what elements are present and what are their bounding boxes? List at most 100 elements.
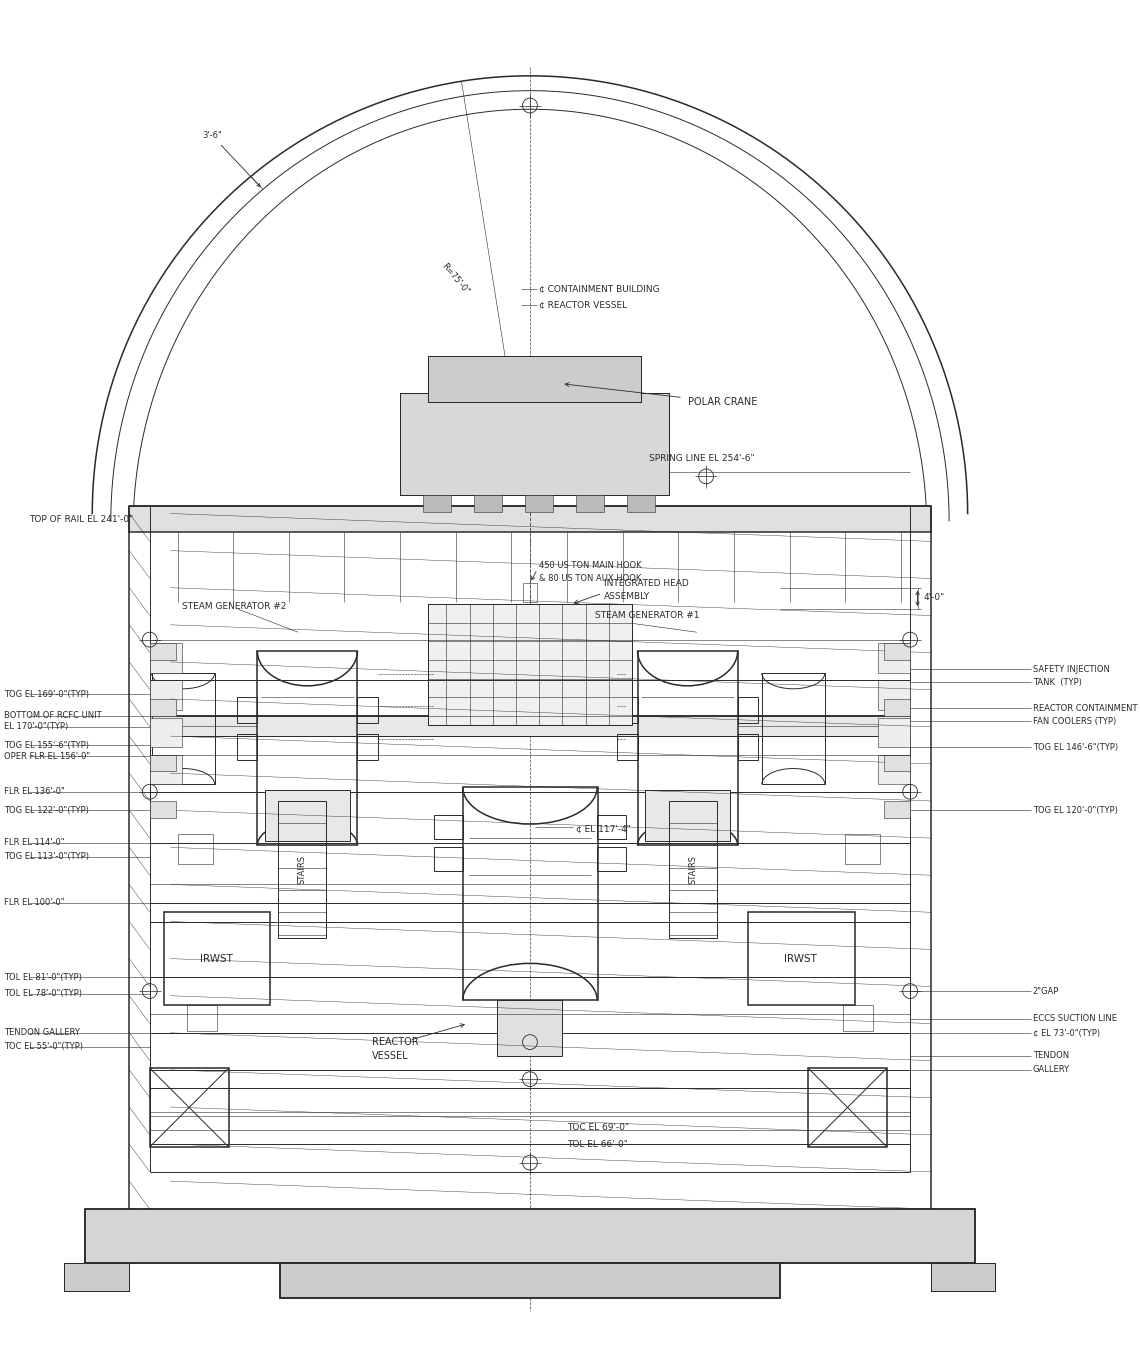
Bar: [279, 1262, 780, 1298]
Bar: [152, 674, 214, 785]
Text: STEAM GENERATOR #2: STEAM GENERATOR #2: [182, 602, 286, 611]
Bar: [423, 495, 451, 512]
Text: TENDON GALLERY: TENDON GALLERY: [5, 1028, 80, 1037]
Bar: [65, 1262, 129, 1291]
Bar: [65, 1262, 129, 1291]
Text: TOL EL 66'-0": TOL EL 66'-0": [567, 1140, 628, 1148]
Text: ECCS SUCTION LINE: ECCS SUCTION LINE: [1033, 1014, 1116, 1024]
Text: 450 US TON MAIN HOOK: 450 US TON MAIN HOOK: [539, 561, 642, 569]
Bar: [149, 718, 182, 748]
Bar: [845, 834, 880, 864]
Bar: [278, 801, 326, 938]
Text: STAIRS: STAIRS: [298, 855, 307, 884]
Text: 4'-0": 4'-0": [925, 594, 945, 602]
Bar: [237, 734, 258, 760]
Bar: [930, 1262, 995, 1291]
Bar: [149, 755, 176, 771]
Text: TOC EL 69'-0": TOC EL 69'-0": [567, 1122, 629, 1132]
Bar: [885, 801, 910, 818]
Text: ASSEMBLY: ASSEMBLY: [604, 593, 651, 601]
Text: ¢ REACTOR VESSEL: ¢ REACTOR VESSEL: [539, 300, 627, 309]
Text: SAFETY INJECTION: SAFETY INJECTION: [1033, 665, 1109, 674]
Text: REACTOR CONTAINMENT: REACTOR CONTAINMENT: [1033, 704, 1137, 713]
Text: ¢ EL 73'-0"(TYP): ¢ EL 73'-0"(TYP): [1033, 1028, 1100, 1037]
Text: REACTOR: REACTOR: [373, 1037, 418, 1047]
Bar: [428, 355, 641, 402]
Bar: [84, 1209, 975, 1262]
Text: TOG EL 155'-6"(TYP): TOG EL 155'-6"(TYP): [5, 741, 89, 750]
Text: INTEGRATED HEAD: INTEGRATED HEAD: [604, 579, 689, 589]
Bar: [738, 697, 758, 723]
Text: EL 170'-0"(TYP): EL 170'-0"(TYP): [5, 722, 68, 731]
Text: BOTTOM OF RCFC UNIT: BOTTOM OF RCFC UNIT: [5, 711, 101, 720]
Text: TOL EL 78'-0"(TYP): TOL EL 78'-0"(TYP): [5, 989, 82, 999]
Bar: [878, 755, 910, 785]
Text: TOG EL 146'-6"(TYP): TOG EL 146'-6"(TYP): [1033, 742, 1117, 752]
Text: STAIRS: STAIRS: [689, 855, 698, 884]
Text: STEAM GENERATOR #1: STEAM GENERATOR #1: [595, 611, 699, 620]
Bar: [237, 697, 258, 723]
Text: TOG EL 169'-0"(TYP): TOG EL 169'-0"(TYP): [5, 690, 89, 698]
Bar: [474, 495, 502, 512]
Text: TOG EL 120'-0"(TYP): TOG EL 120'-0"(TYP): [1033, 805, 1117, 815]
Bar: [617, 734, 637, 760]
Bar: [433, 848, 463, 871]
Bar: [149, 681, 182, 711]
Bar: [178, 834, 213, 864]
Bar: [358, 734, 377, 760]
Text: & 80 US TON AUX HOOK: & 80 US TON AUX HOOK: [539, 573, 642, 583]
Bar: [264, 790, 350, 841]
Bar: [878, 643, 910, 674]
Bar: [149, 716, 910, 735]
Bar: [637, 650, 738, 845]
Text: 3'-6": 3'-6": [203, 132, 260, 187]
Bar: [669, 801, 717, 938]
Text: POLAR CRANE: POLAR CRANE: [687, 398, 757, 407]
Text: TOP OF RAIL EL 241'-0": TOP OF RAIL EL 241'-0": [30, 514, 133, 524]
Text: TOG EL 113'-0"(TYP): TOG EL 113'-0"(TYP): [5, 852, 89, 862]
Text: FLR EL 100'-0": FLR EL 100'-0": [5, 899, 65, 907]
Bar: [577, 495, 604, 512]
Bar: [400, 392, 669, 495]
Text: 2"GAP: 2"GAP: [1033, 986, 1059, 996]
Bar: [596, 848, 626, 871]
Text: FLR EL 114'-0": FLR EL 114'-0": [5, 838, 65, 848]
Bar: [129, 506, 930, 532]
Text: SPRING LINE EL 254'-6": SPRING LINE EL 254'-6": [649, 454, 755, 464]
Text: ¢ CONTAINMENT BUILDING: ¢ CONTAINMENT BUILDING: [539, 284, 660, 294]
Bar: [149, 698, 176, 716]
Bar: [149, 643, 182, 674]
Bar: [627, 495, 655, 512]
Text: IRWST: IRWST: [784, 954, 817, 963]
Bar: [258, 650, 358, 845]
Bar: [885, 698, 910, 716]
Bar: [463, 788, 597, 1000]
Bar: [885, 643, 910, 660]
Text: TOL EL 81'-0"(TYP): TOL EL 81'-0"(TYP): [5, 973, 82, 982]
Bar: [149, 755, 182, 785]
Bar: [149, 643, 176, 660]
Text: TENDON: TENDON: [1033, 1051, 1068, 1061]
Text: VESSEL: VESSEL: [373, 1051, 409, 1061]
Bar: [645, 790, 731, 841]
Bar: [878, 681, 910, 711]
Bar: [164, 912, 270, 1006]
Bar: [149, 1067, 229, 1147]
Bar: [748, 912, 855, 1006]
Bar: [187, 1006, 217, 1030]
Bar: [596, 815, 626, 840]
Text: R=75'-0": R=75'-0": [440, 262, 471, 296]
Bar: [428, 605, 632, 724]
Text: FAN COOLERS (TYP): FAN COOLERS (TYP): [1033, 716, 1116, 726]
Bar: [808, 1067, 887, 1147]
Bar: [762, 674, 825, 785]
Bar: [428, 355, 641, 402]
Text: TANK  (TYP): TANK (TYP): [1033, 678, 1082, 687]
Text: ¢ EL 117'-4": ¢ EL 117'-4": [577, 825, 632, 833]
Bar: [279, 1262, 780, 1298]
Bar: [522, 583, 537, 601]
Text: FLR EL 136'-0": FLR EL 136'-0": [5, 788, 65, 796]
Text: TOG EL 122'-0"(TYP): TOG EL 122'-0"(TYP): [5, 805, 89, 815]
Bar: [738, 734, 758, 760]
Bar: [844, 1006, 873, 1030]
